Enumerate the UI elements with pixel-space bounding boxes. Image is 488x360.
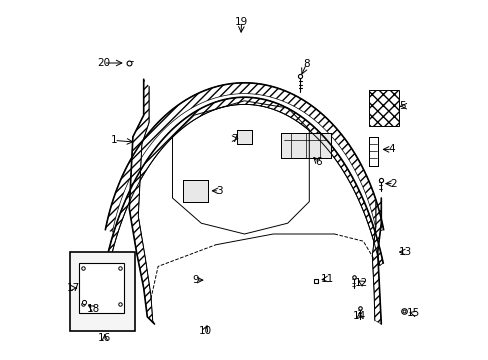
Text: 8: 8	[303, 59, 309, 69]
Text: 18: 18	[86, 303, 100, 314]
Text: 2: 2	[390, 179, 396, 189]
Text: 9: 9	[192, 275, 199, 285]
Text: 5: 5	[399, 101, 406, 111]
Text: 16: 16	[98, 333, 111, 343]
PathPatch shape	[368, 137, 377, 166]
Text: 3: 3	[216, 186, 222, 196]
Text: 13: 13	[398, 247, 411, 257]
Bar	[79, 263, 123, 313]
FancyBboxPatch shape	[70, 252, 134, 331]
Text: 20: 20	[97, 58, 110, 68]
Text: 7: 7	[231, 134, 237, 144]
PathPatch shape	[129, 79, 154, 324]
Text: 1: 1	[111, 135, 117, 145]
Text: 12: 12	[354, 278, 367, 288]
PathPatch shape	[237, 130, 251, 144]
Text: 17: 17	[67, 283, 80, 293]
Text: 10: 10	[198, 326, 211, 336]
PathPatch shape	[183, 180, 208, 202]
Text: 6: 6	[314, 157, 321, 167]
Text: 19: 19	[235, 17, 248, 27]
Text: 11: 11	[320, 274, 333, 284]
PathPatch shape	[280, 133, 330, 158]
PathPatch shape	[368, 90, 399, 126]
Text: 15: 15	[406, 308, 419, 318]
Text: 14: 14	[352, 311, 366, 321]
PathPatch shape	[105, 97, 383, 265]
PathPatch shape	[105, 83, 383, 232]
PathPatch shape	[371, 198, 381, 324]
Text: 4: 4	[388, 144, 395, 154]
